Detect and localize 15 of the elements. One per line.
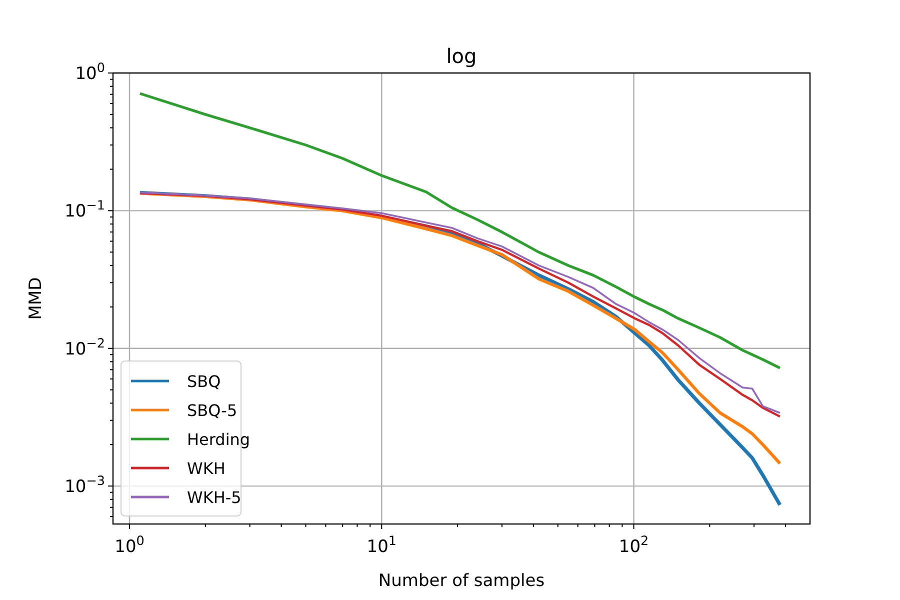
x-tick-label: 10$^{0}$ <box>114 534 144 557</box>
x-tick-label: 10$^{1}$ <box>366 534 397 557</box>
legend-label: SBQ-5 <box>187 401 238 420</box>
y-axis-title: MMD <box>26 277 46 320</box>
y-tick-label: 10$^{0}$ <box>75 60 105 84</box>
legend-label: Herding <box>187 430 250 449</box>
legend-label: WKH-5 <box>187 488 242 507</box>
y-tick-label: 10$^{−1}$ <box>64 198 105 222</box>
legend-label: WKH <box>187 459 226 478</box>
y-tick-label: 10$^{−2}$ <box>64 336 105 360</box>
x-axis-title: Number of samples <box>378 571 545 591</box>
x-tick-label: 10$^{2}$ <box>618 534 649 557</box>
legend-label: SBQ <box>187 372 221 391</box>
y-tick-label: 10$^{−3}$ <box>64 474 105 498</box>
chart-title: log <box>446 44 477 68</box>
